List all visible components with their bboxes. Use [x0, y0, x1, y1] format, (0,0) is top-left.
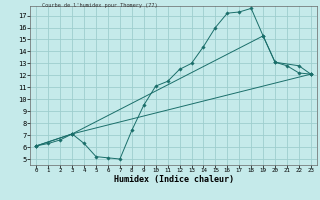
X-axis label: Humidex (Indice chaleur): Humidex (Indice chaleur)	[114, 175, 234, 184]
Text: Courbe de l'humidex pour Thomery (77): Courbe de l'humidex pour Thomery (77)	[42, 3, 157, 8]
